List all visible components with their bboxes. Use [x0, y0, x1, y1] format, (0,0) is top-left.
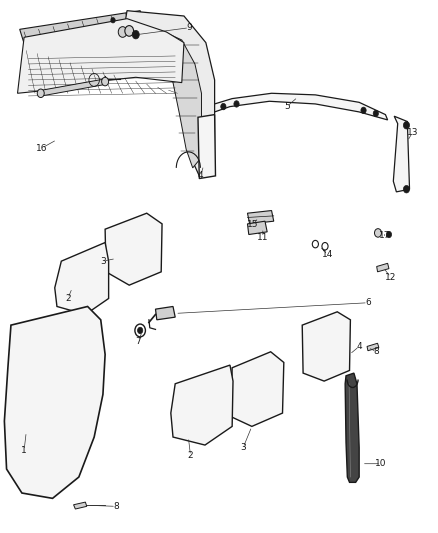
Polygon shape [345, 373, 359, 482]
Text: 12: 12 [385, 273, 396, 281]
Polygon shape [302, 312, 350, 381]
Circle shape [125, 26, 134, 36]
Polygon shape [55, 243, 109, 314]
Circle shape [221, 103, 226, 110]
Polygon shape [367, 343, 379, 351]
Text: 8: 8 [113, 502, 119, 511]
Text: 3: 3 [100, 257, 106, 265]
Text: 5: 5 [284, 102, 290, 111]
Text: 17: 17 [379, 231, 390, 240]
Circle shape [102, 77, 109, 86]
Text: 13: 13 [407, 128, 418, 136]
Polygon shape [171, 365, 233, 445]
Text: 11: 11 [257, 233, 268, 241]
Text: 4: 4 [357, 342, 362, 351]
Text: 8: 8 [374, 348, 380, 356]
Polygon shape [20, 11, 147, 51]
Polygon shape [377, 263, 389, 272]
Circle shape [118, 27, 127, 37]
Text: 10: 10 [375, 459, 387, 468]
Polygon shape [159, 32, 201, 168]
Circle shape [234, 101, 239, 107]
Circle shape [403, 122, 410, 129]
Polygon shape [18, 19, 184, 93]
Polygon shape [215, 93, 388, 120]
Polygon shape [74, 502, 87, 509]
Circle shape [386, 231, 392, 238]
Circle shape [361, 107, 366, 114]
Circle shape [374, 229, 381, 237]
Polygon shape [155, 306, 175, 320]
Text: 7: 7 [135, 337, 141, 345]
Text: 9: 9 [186, 23, 192, 32]
Text: 2: 2 [188, 451, 193, 460]
Circle shape [111, 18, 115, 23]
Polygon shape [198, 115, 215, 179]
Text: 2: 2 [65, 294, 71, 303]
Polygon shape [39, 79, 106, 96]
Text: 15: 15 [247, 221, 259, 229]
Text: 14: 14 [322, 251, 333, 259]
Polygon shape [247, 211, 274, 224]
Text: 1: 1 [21, 446, 27, 455]
Text: 16: 16 [36, 144, 47, 152]
Polygon shape [125, 11, 215, 176]
Text: 4: 4 [198, 172, 203, 180]
Polygon shape [247, 221, 267, 235]
Circle shape [138, 327, 143, 334]
Polygon shape [231, 352, 284, 426]
Circle shape [373, 110, 378, 117]
Polygon shape [393, 116, 410, 192]
Polygon shape [105, 213, 162, 285]
Circle shape [132, 30, 139, 39]
Circle shape [403, 185, 410, 193]
Text: 6: 6 [365, 298, 371, 307]
Polygon shape [4, 306, 105, 498]
Circle shape [37, 89, 44, 98]
Text: 3: 3 [240, 443, 246, 452]
